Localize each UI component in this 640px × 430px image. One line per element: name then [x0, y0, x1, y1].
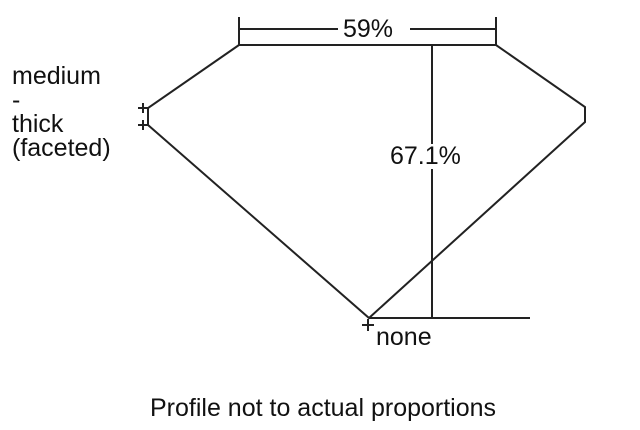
girdle-label-line-2: - — [12, 86, 21, 114]
girdle-label-line-3: thick — [12, 110, 64, 138]
caption: Profile not to actual proportions — [150, 394, 497, 422]
table-percent-label: 59% — [343, 15, 394, 43]
depth-percent-label: 67.1% — [390, 142, 461, 170]
diamond-outline — [147, 44, 586, 320]
girdle-label-line-4: (faceted) — [12, 134, 111, 162]
girdle-label-line-1: medium — [12, 62, 101, 90]
culet-label: none — [376, 323, 432, 351]
